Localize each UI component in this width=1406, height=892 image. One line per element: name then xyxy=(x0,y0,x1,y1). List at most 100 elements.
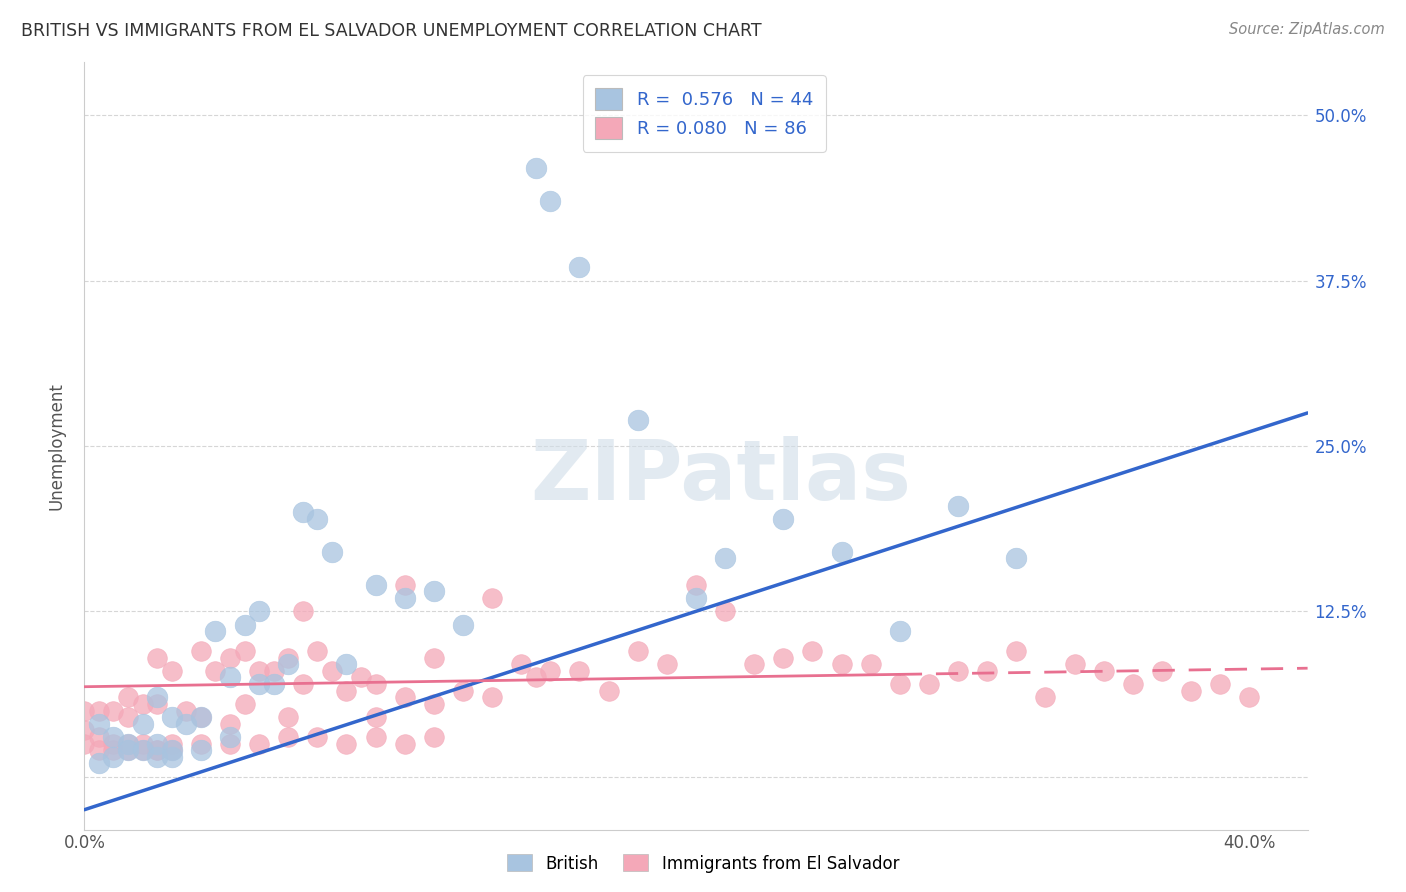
Point xyxy=(160,743,183,757)
Point xyxy=(394,578,416,592)
Point xyxy=(73,723,96,738)
Point xyxy=(423,584,446,599)
Point xyxy=(538,194,561,209)
Point xyxy=(291,677,314,691)
Point xyxy=(831,657,853,672)
Point xyxy=(263,664,285,678)
Point xyxy=(685,591,707,606)
Point xyxy=(247,737,270,751)
Point xyxy=(1005,551,1028,566)
Point xyxy=(247,604,270,618)
Point xyxy=(131,737,153,751)
Point xyxy=(801,644,824,658)
Point xyxy=(73,704,96,718)
Point xyxy=(627,412,650,426)
Point xyxy=(131,697,153,711)
Point xyxy=(423,697,446,711)
Point xyxy=(87,716,110,731)
Legend: R =  0.576   N = 44, R = 0.080   N = 86: R = 0.576 N = 44, R = 0.080 N = 86 xyxy=(582,75,825,152)
Point xyxy=(204,624,226,639)
Point xyxy=(423,650,446,665)
Text: Source: ZipAtlas.com: Source: ZipAtlas.com xyxy=(1229,22,1385,37)
Point xyxy=(685,578,707,592)
Point xyxy=(131,743,153,757)
Point xyxy=(831,545,853,559)
Point xyxy=(946,664,969,678)
Point xyxy=(146,743,169,757)
Point xyxy=(423,730,446,744)
Point xyxy=(160,664,183,678)
Point xyxy=(889,677,911,691)
Point xyxy=(538,664,561,678)
Point xyxy=(190,710,212,724)
Point xyxy=(103,743,125,757)
Point xyxy=(87,730,110,744)
Legend: British, Immigrants from El Salvador: British, Immigrants from El Salvador xyxy=(501,847,905,880)
Point xyxy=(247,677,270,691)
Point xyxy=(772,512,794,526)
Point xyxy=(277,657,299,672)
Point xyxy=(394,690,416,705)
Point xyxy=(510,657,533,672)
Point xyxy=(233,644,256,658)
Point xyxy=(451,683,474,698)
Point xyxy=(160,737,183,751)
Point xyxy=(263,677,285,691)
Point xyxy=(524,161,547,176)
Point xyxy=(1092,664,1115,678)
Text: BRITISH VS IMMIGRANTS FROM EL SALVADOR UNEMPLOYMENT CORRELATION CHART: BRITISH VS IMMIGRANTS FROM EL SALVADOR U… xyxy=(21,22,762,40)
Point xyxy=(117,737,139,751)
Point xyxy=(481,690,503,705)
Point xyxy=(103,704,125,718)
Point xyxy=(714,551,737,566)
Point xyxy=(117,743,139,757)
Point xyxy=(277,730,299,744)
Point xyxy=(291,505,314,519)
Point xyxy=(859,657,882,672)
Point xyxy=(117,710,139,724)
Point xyxy=(117,690,139,705)
Point xyxy=(1209,677,1232,691)
Point xyxy=(918,677,941,691)
Point xyxy=(1035,690,1057,705)
Point xyxy=(1122,677,1144,691)
Point xyxy=(160,710,183,724)
Point xyxy=(103,737,125,751)
Point xyxy=(174,716,197,731)
Point xyxy=(247,664,270,678)
Point xyxy=(103,730,125,744)
Point xyxy=(307,644,329,658)
Point xyxy=(87,704,110,718)
Point xyxy=(87,743,110,757)
Point xyxy=(219,730,242,744)
Point xyxy=(524,670,547,684)
Point xyxy=(568,260,591,275)
Point xyxy=(364,730,387,744)
Point xyxy=(655,657,678,672)
Point xyxy=(146,690,169,705)
Point xyxy=(742,657,765,672)
Point xyxy=(394,591,416,606)
Point xyxy=(277,650,299,665)
Point xyxy=(146,650,169,665)
Point xyxy=(335,737,357,751)
Point xyxy=(146,743,169,757)
Point xyxy=(598,683,620,698)
Point xyxy=(117,737,139,751)
Point xyxy=(219,650,242,665)
Point xyxy=(394,737,416,751)
Point xyxy=(190,737,212,751)
Point xyxy=(1063,657,1085,672)
Point xyxy=(627,644,650,658)
Point xyxy=(1150,664,1173,678)
Point xyxy=(350,670,373,684)
Point xyxy=(772,650,794,665)
Point xyxy=(190,743,212,757)
Point xyxy=(976,664,998,678)
Point xyxy=(219,737,242,751)
Point xyxy=(146,749,169,764)
Point xyxy=(321,545,343,559)
Point xyxy=(481,591,503,606)
Point xyxy=(219,716,242,731)
Point xyxy=(277,710,299,724)
